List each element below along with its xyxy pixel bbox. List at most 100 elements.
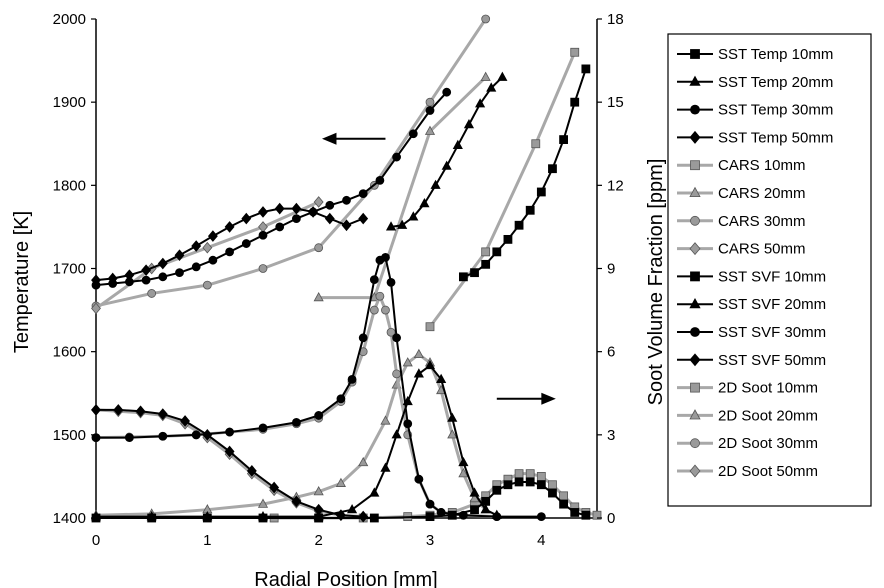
data-point-sst-svf-50mm: [269, 481, 280, 494]
data-point-sst-temp-50mm: [141, 264, 152, 276]
series-sst-svf-30mm: [91, 253, 546, 522]
legend-label: 2D Soot 50mm: [718, 463, 818, 480]
legend-entry-cars-20mm: CARS 20mm: [677, 185, 806, 202]
data-point-sst-svf-20mm: [146, 510, 157, 521]
legend-label: 2D Soot 30mm: [718, 435, 818, 452]
data-point-sst-temp-10mm: [548, 164, 557, 174]
data-point-sst-svf-20mm: [346, 504, 358, 514]
data-point-sst-svf-20mm: [369, 487, 380, 497]
legend-entry-sst-svf-30mm: SST SVF 30mm: [677, 324, 826, 341]
data-point-cars-30mm: [314, 243, 324, 253]
data-point-sst-temp-30mm: [325, 200, 335, 210]
legend-label: SST Temp 30mm: [718, 102, 833, 119]
legend-marker: [690, 49, 700, 59]
data-point-sst-svf-50mm: [157, 408, 168, 420]
y-left-tick-label: 1700: [53, 261, 86, 278]
legend-label: SST SVF 30mm: [718, 324, 826, 341]
y-axis-right-title: Soot Volume Fraction [ppm]: [645, 159, 667, 406]
data-point-sst-svf-30mm: [225, 427, 235, 437]
data-point-sst-svf-10mm: [559, 499, 568, 509]
data-point-sst-temp-10mm: [525, 205, 535, 215]
data-point-sst-svf-10mm: [581, 510, 591, 520]
data-point-cars-50mm: [313, 196, 324, 208]
data-point-sst-svf-10mm: [369, 513, 379, 523]
data-point-sst-svf-30mm: [358, 333, 368, 343]
legend-label: SST Temp 10mm: [718, 46, 833, 63]
ticks-layer: 0 1 2 3 414001500160017001800190020000369121…: [53, 11, 624, 549]
data-point-sst-svf-30mm: [258, 423, 268, 433]
data-point-sst-temp-30mm: [442, 87, 452, 97]
legend-label: CARS 20mm: [718, 185, 806, 202]
data-point-sst-temp-30mm: [241, 239, 251, 248]
data-point-sst-temp-10mm: [458, 272, 468, 282]
data-point-sst-svf-50mm: [113, 404, 124, 416]
data-point-sst-temp-30mm: [342, 195, 351, 205]
data-point-sst-svf-30mm: [492, 512, 502, 522]
data-point-cars-10mm: [425, 322, 435, 332]
data-point-sst-svf-30mm: [369, 275, 379, 284]
data-point-2d-soot-30mm: [375, 291, 385, 301]
legend-label: CARS 10mm: [718, 157, 806, 174]
data-point-sst-temp-50mm: [308, 206, 319, 218]
y-left-tick-label: 1800: [53, 177, 86, 194]
data-point-sst-temp-10mm: [559, 135, 568, 144]
data-point-sst-temp-10mm: [470, 268, 479, 278]
data-point-sst-svf-30mm: [91, 433, 101, 443]
data-point-2d-soot-20mm: [380, 415, 391, 425]
x-tick-label: 0: [92, 532, 100, 549]
data-point-sst-temp-20mm: [385, 221, 397, 231]
data-point-sst-svf-50mm: [91, 404, 101, 416]
series-sst-svf-50mm: [91, 404, 369, 523]
y-right-tick-label: 6: [607, 344, 615, 361]
data-point-2d-soot-10mm: [536, 472, 546, 481]
legend-marker: [690, 104, 700, 115]
arrow-left: [322, 132, 386, 145]
data-point-2d-soot-10mm: [559, 491, 568, 501]
data-point-sst-temp-50mm: [258, 206, 268, 218]
data-point-cars-10mm: [481, 247, 491, 257]
data-point-sst-temp-30mm: [275, 222, 285, 232]
legend-label: 2D Soot 10mm: [718, 380, 818, 397]
series-line-2d-soot-30mm: [95, 294, 497, 519]
data-point-sst-temp-10mm: [570, 97, 580, 107]
data-point-sst-temp-30mm: [258, 230, 268, 240]
series-line-cars-10mm: [428, 51, 577, 328]
y-right-tick-label: 3: [607, 427, 615, 444]
data-point-sst-temp-30mm: [191, 262, 201, 272]
legend-entry-sst-temp-30mm: SST Temp 30mm: [677, 102, 833, 119]
data-point-2d-soot-20mm: [413, 348, 424, 359]
y-right-tick-label: 12: [607, 177, 624, 194]
data-point-sst-svf-10mm: [503, 480, 513, 490]
y-left-tick-label: 2000: [53, 11, 86, 28]
data-point-2d-soot-20mm: [257, 498, 269, 508]
arrows-layer: [322, 132, 556, 405]
series-sst-temp-50mm: [91, 202, 369, 286]
data-point-sst-svf-30mm: [124, 433, 134, 443]
series-cars-20mm: [313, 71, 491, 302]
data-point-cars-20mm: [424, 125, 436, 135]
data-point-sst-svf-20mm: [447, 412, 458, 422]
x-tick-label: 3: [426, 532, 434, 549]
data-point-sst-svf-20mm: [380, 462, 391, 472]
legend-box: [667, 33, 872, 507]
data-point-cars-10mm: [570, 47, 580, 57]
legend-entry-sst-svf-10mm: SST SVF 10mm: [677, 268, 826, 285]
series-sst-temp-20mm: [385, 71, 508, 231]
y-right-tick-label: 9: [607, 261, 615, 278]
data-point-sst-temp-20mm: [419, 197, 430, 208]
data-point-sst-temp-50mm: [291, 202, 302, 215]
x-axis-title: Radial Position [mm]: [254, 569, 437, 588]
series-sst-temp-10mm: [458, 64, 591, 282]
data-point-sst-temp-50mm: [341, 219, 352, 232]
data-point-sst-temp-10mm: [503, 234, 513, 244]
data-point-cars-30mm: [425, 97, 435, 107]
y-left-tick-label: 1500: [53, 427, 86, 444]
data-point-sst-temp-10mm: [481, 259, 491, 269]
y-left-tick-label: 1900: [53, 94, 86, 111]
data-point-sst-svf-30mm: [436, 508, 446, 517]
data-point-sst-svf-30mm: [458, 510, 468, 520]
series-line-sst-temp-30mm: [95, 91, 448, 287]
data-point-cars-10mm: [531, 139, 541, 149]
data-point-sst-svf-50mm: [336, 509, 346, 522]
